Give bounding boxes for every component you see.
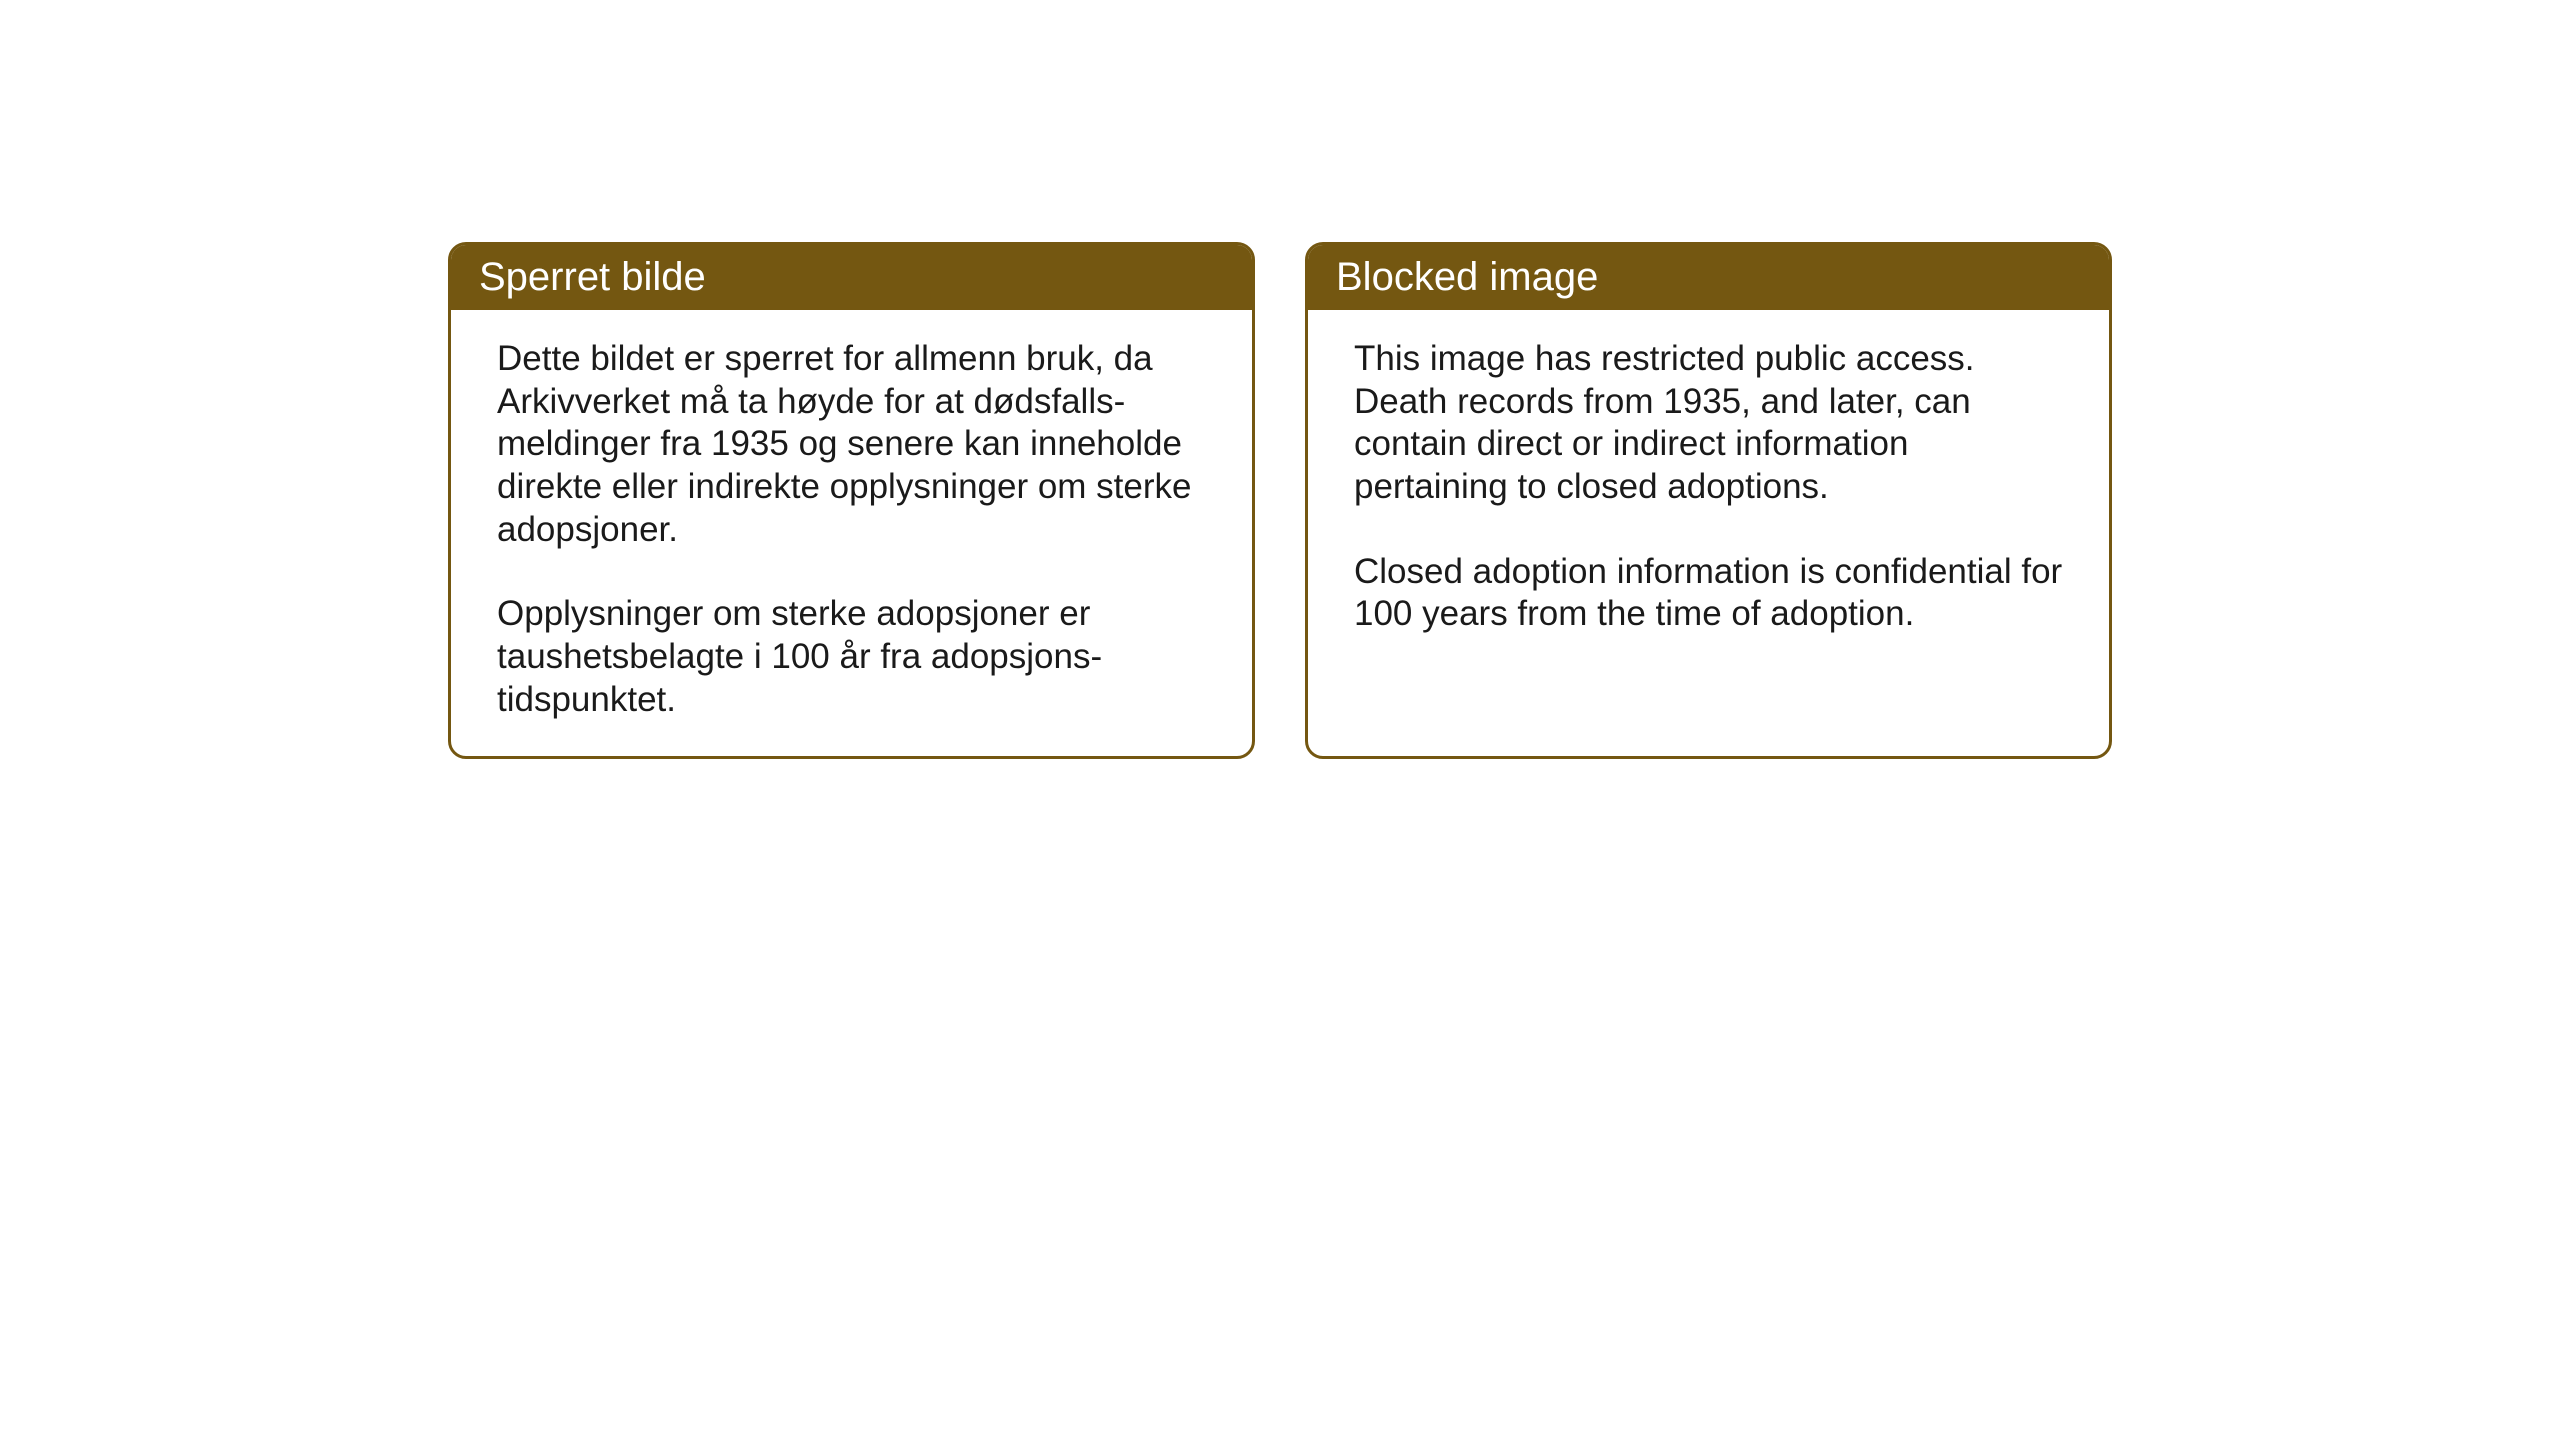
card-header: Sperret bilde (451, 245, 1252, 310)
card-title: Blocked image (1336, 255, 1598, 299)
card-body: This image has restricted public access.… (1308, 310, 2109, 750)
card-paragraph: Closed adoption information is confident… (1354, 551, 2063, 636)
card-paragraph: This image has restricted public access.… (1354, 338, 2063, 509)
card-paragraph: Dette bildet er sperret for allmenn bruk… (497, 338, 1206, 551)
card-body: Dette bildet er sperret for allmenn bruk… (451, 310, 1252, 756)
notice-container: Sperret bilde Dette bildet er sperret fo… (0, 0, 2560, 759)
card-paragraph: Opplysninger om sterke adopsjoner er tau… (497, 593, 1206, 721)
card-header: Blocked image (1308, 245, 2109, 310)
notice-card-english: Blocked image This image has restricted … (1305, 242, 2112, 759)
card-title: Sperret bilde (479, 255, 706, 299)
notice-card-norwegian: Sperret bilde Dette bildet er sperret fo… (448, 242, 1255, 759)
